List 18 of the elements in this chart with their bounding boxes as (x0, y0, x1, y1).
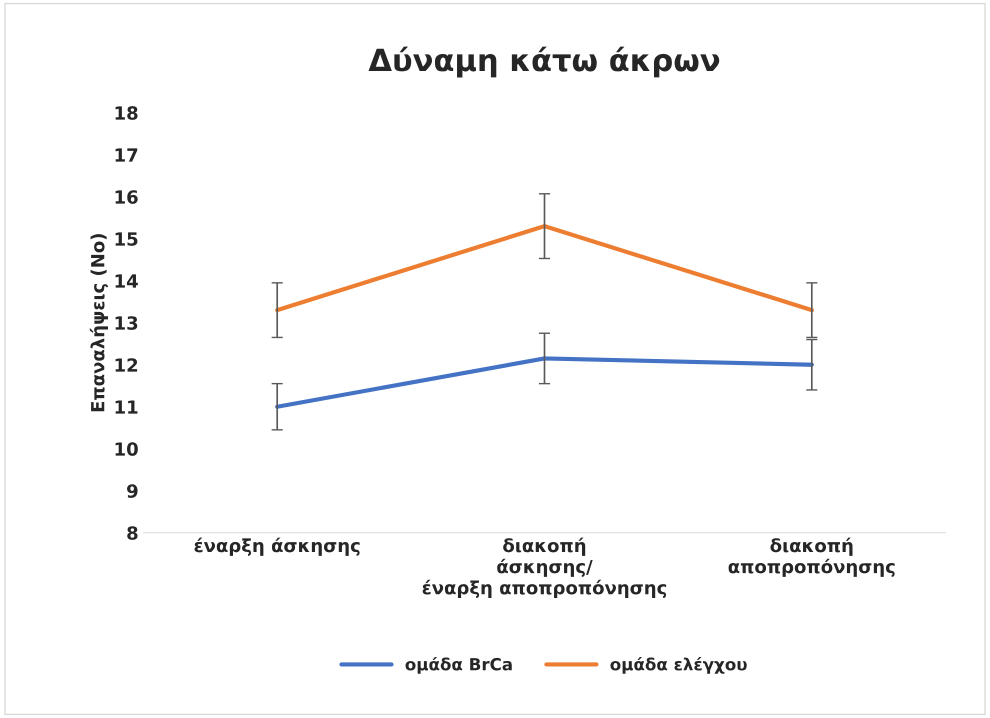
y-tick-label: 9 (127, 484, 138, 498)
y-tick-label: 14 (116, 274, 138, 288)
y-axis-title: Επαναλήψεις (Νο) (90, 234, 108, 412)
chart-title: Δύναμη κάτω άκρων (368, 46, 720, 78)
y-tick-label: 8 (127, 526, 138, 540)
y-tick-label: 13 (116, 316, 138, 330)
y-tick-label: 15 (116, 232, 138, 246)
y-tick-label: 16 (116, 190, 138, 204)
x-tick-label: έναρξη άσκησης (194, 538, 360, 556)
legend-label: ομάδα BrCa (406, 656, 512, 674)
y-tick-label: 17 (116, 148, 138, 162)
x-tick-label: διακοπή αποπροπόνησης (728, 538, 895, 577)
y-tick-label: 18 (116, 106, 138, 120)
y-tick-label: 12 (116, 358, 138, 372)
legend-label: ομάδα ελέγχου (610, 656, 747, 674)
y-tick-label: 11 (116, 400, 138, 414)
y-tick-label: 10 (116, 442, 138, 456)
x-tick-label: διακοπή άσκησης/έναρξη αποπροπόνησης (422, 538, 666, 598)
